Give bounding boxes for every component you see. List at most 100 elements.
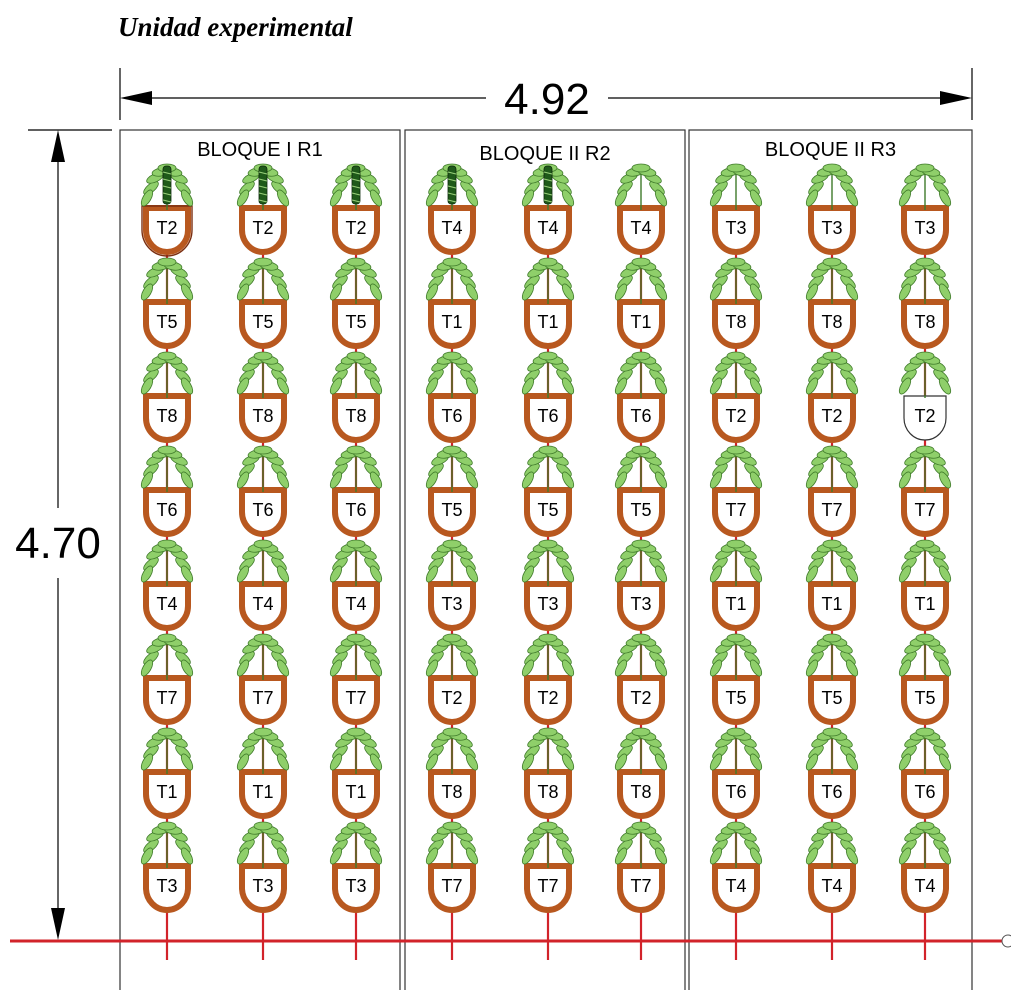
plant-pot-unit: T1	[521, 257, 575, 396]
treatment-label: T7	[630, 876, 651, 896]
pot-icon	[332, 863, 380, 913]
plant-icon	[236, 257, 290, 304]
pot-icon	[428, 205, 476, 255]
plant-icon	[521, 351, 575, 398]
plant-icon	[521, 633, 575, 680]
pot-icon	[901, 487, 949, 537]
pot-icon	[808, 487, 856, 537]
pot-row: T3 T3 T3	[425, 539, 668, 678]
block-title: BLOQUE I R1	[197, 139, 323, 161]
plant-pot-unit: T4	[709, 821, 763, 960]
plant-icon	[329, 633, 383, 680]
pot-icon	[712, 393, 760, 443]
treatment-label: T3	[252, 876, 273, 896]
plant-pot-unit: T8	[709, 257, 763, 396]
width-dimension: 4.92	[119, 68, 973, 124]
plant-icon	[329, 257, 383, 304]
treatment-label: T5	[252, 312, 273, 332]
plant-icon	[329, 351, 383, 398]
plant-icon	[521, 539, 575, 586]
plant-icon	[425, 633, 479, 680]
plant-pot-unit: T6	[140, 445, 194, 584]
pot-row: T6 T6 T6	[140, 445, 383, 584]
treatment-label: T1	[345, 782, 366, 802]
pot-icon	[901, 299, 949, 349]
treatment-label: T4	[537, 218, 558, 238]
plant-pot-unit: T1	[140, 727, 194, 866]
treatment-label: T3	[441, 594, 462, 614]
pot-row: T6 T6 T6	[425, 351, 668, 490]
pot-icon	[143, 487, 191, 537]
treatment-label: T5	[630, 500, 651, 520]
plant-pot-unit: T5	[329, 257, 383, 396]
treatment-label: T3	[725, 218, 746, 238]
block-title: BLOQUE II R2	[479, 143, 610, 165]
treatment-label: T2	[252, 218, 273, 238]
plant-icon	[140, 257, 194, 304]
pot-row: T1 T1 T1	[140, 727, 383, 866]
treatment-label: T3	[914, 218, 935, 238]
block-frame	[688, 129, 973, 990]
plant-icon	[898, 257, 952, 304]
treatment-label: T8	[441, 782, 462, 802]
plant-icon	[521, 257, 575, 304]
treatment-label: T3	[156, 876, 177, 896]
plant-icon	[521, 821, 575, 868]
plant-icon	[140, 445, 194, 492]
plant-pot-unit: T8	[521, 727, 575, 866]
height-value: 4.70	[15, 519, 101, 568]
plant-pot-unit: T7	[329, 633, 383, 772]
plant-icon	[140, 351, 194, 398]
pot-icon	[143, 675, 191, 725]
pot-row: T7 T7 T7	[140, 633, 383, 772]
plant-icon	[236, 539, 290, 586]
treatment-label: T1	[630, 312, 651, 332]
treatment-label: T1	[914, 594, 935, 614]
pot-icon	[143, 769, 191, 819]
pot-icon	[524, 675, 572, 725]
plant-icon	[140, 539, 194, 586]
pot-icon	[332, 769, 380, 819]
plant-icon	[898, 163, 952, 210]
plant-pot-unit: T6	[521, 351, 575, 490]
plant-icon	[521, 163, 575, 210]
pot-icon	[808, 393, 856, 443]
plant-icon	[140, 727, 194, 774]
arrow-right-icon	[940, 91, 972, 105]
pot-icon	[524, 581, 572, 631]
pot-icon	[712, 863, 760, 913]
plant-pot-unit: T3	[425, 539, 479, 678]
plant-icon	[425, 821, 479, 868]
plant-icon	[236, 821, 290, 868]
pot-icon	[239, 393, 287, 443]
pot-row: T6 T6 T6	[709, 727, 952, 866]
pot-row: T2 T2 T2	[425, 633, 668, 772]
treatment-label: T8	[630, 782, 651, 802]
plant-icon	[709, 351, 763, 398]
treatment-label: T1	[725, 594, 746, 614]
plant-icon	[805, 727, 859, 774]
plant-icon	[709, 257, 763, 304]
treatment-label: T2	[345, 218, 366, 238]
treatment-label: T3	[537, 594, 558, 614]
plant-pot-unit: T2	[425, 633, 479, 772]
treatment-label: T6	[252, 500, 273, 520]
pot-icon	[143, 299, 191, 349]
plant-icon	[236, 633, 290, 680]
plant-icon	[805, 633, 859, 680]
plant-icon	[614, 821, 668, 868]
pot-icon	[808, 299, 856, 349]
pot-icon	[332, 581, 380, 631]
plant-pot-unit: T6	[425, 351, 479, 490]
plant-icon	[425, 539, 479, 586]
pot-row: T5 T5 T5	[140, 257, 383, 396]
treatment-label: T5	[156, 312, 177, 332]
treatment-label: T1	[156, 782, 177, 802]
plant-icon	[140, 633, 194, 680]
plant-pot-unit: T5	[614, 445, 668, 584]
treatment-label: T5	[821, 688, 842, 708]
pot-icon	[808, 675, 856, 725]
